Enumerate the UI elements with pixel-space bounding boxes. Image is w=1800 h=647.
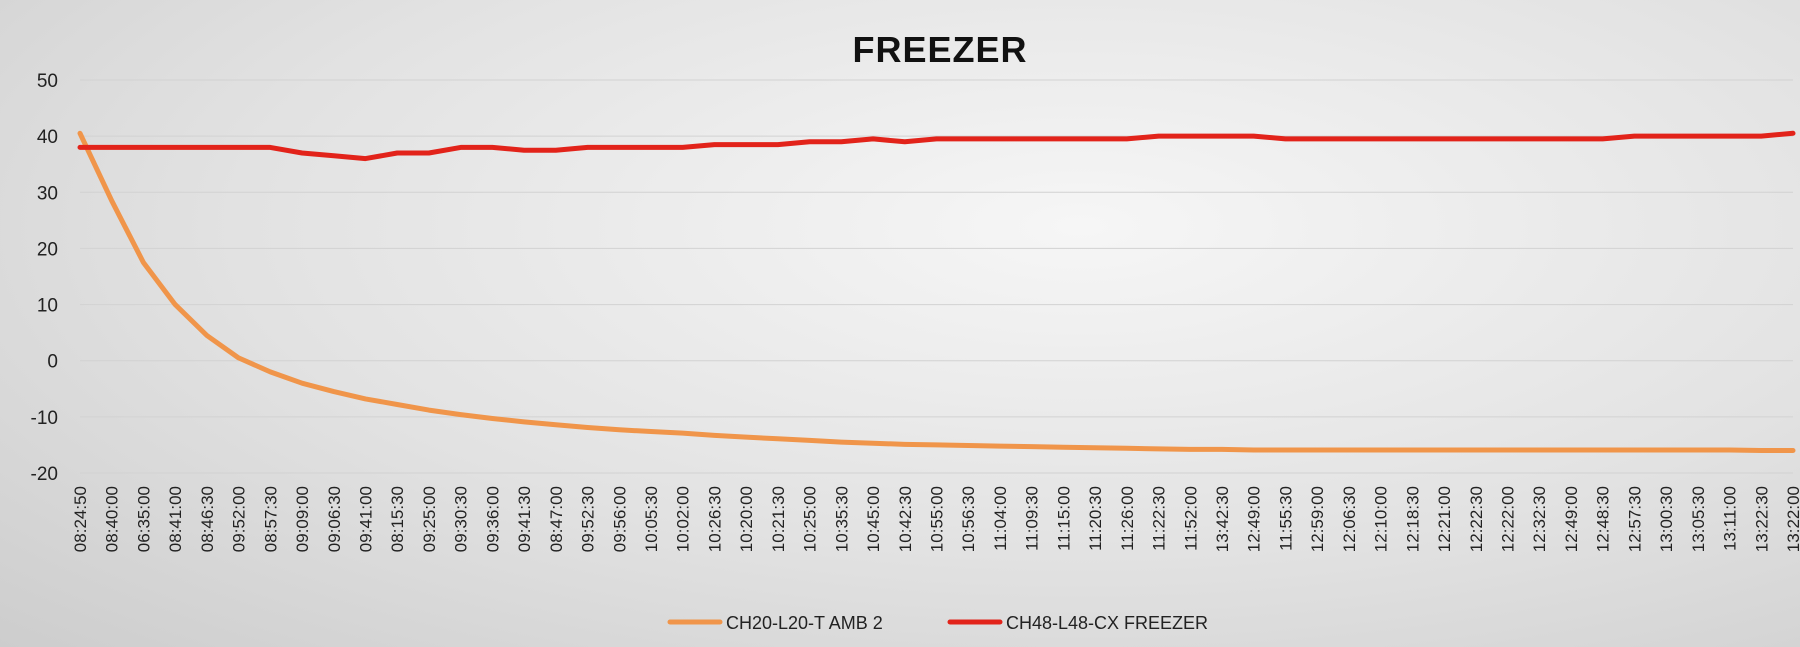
x-axis-ticks: 08:24:50 08:40:00 06:35:00 08:41:00 08:46:30… [71, 486, 1800, 552]
x-tick-label: 13:22:00 [1784, 486, 1800, 552]
x-tick-label: 10:42:30 [896, 486, 915, 552]
x-tick-label: 10:25:00 [801, 486, 820, 552]
x-tick-label: 12:59:00 [1308, 486, 1327, 552]
x-tick-label: 09:56:00 [610, 486, 629, 552]
legend-label: CH48-L48-CX FREEZER [1006, 613, 1208, 633]
x-tick-label: 12:57:30 [1625, 486, 1644, 552]
y-tick-label: -20 [31, 464, 58, 485]
x-tick-label: 11:55:30 [1276, 486, 1295, 551]
x-tick-label: 11:22:30 [1150, 486, 1169, 551]
x-tick-label: 12:49:00 [1562, 486, 1581, 552]
x-tick-label: 12:10:00 [1372, 486, 1391, 552]
y-tick-label: 20 [37, 239, 58, 260]
y-tick-label: 40 [37, 127, 58, 148]
x-tick-label: 09:30:30 [452, 486, 471, 552]
x-tick-label: 08:47:00 [547, 486, 566, 552]
series-line-1 [77, 130, 1796, 453]
x-tick-label: 12:21:00 [1435, 486, 1454, 552]
x-tick-label: 10:02:00 [674, 486, 693, 552]
x-tick-label: 09:25:00 [420, 486, 439, 552]
x-tick-label: 09:36:00 [483, 486, 502, 552]
x-tick-label: 12:22:30 [1467, 486, 1486, 552]
x-tick-label: 10:26:30 [705, 486, 724, 552]
y-tick-label: -10 [31, 408, 58, 429]
series-line-2 [77, 130, 1796, 162]
x-tick-label: 11:15:00 [1054, 486, 1073, 551]
x-tick-label: 12:18:30 [1403, 486, 1422, 552]
x-tick-label: 10:45:00 [864, 486, 883, 552]
x-tick-label: 13:22:30 [1752, 486, 1771, 552]
chart-title: FREEZER [852, 29, 1027, 70]
x-tick-label: 10:05:30 [642, 486, 661, 552]
x-tick-label: 09:41:30 [515, 486, 534, 552]
x-tick-label: 10:55:00 [928, 486, 947, 552]
x-tick-label: 10:21:30 [769, 486, 788, 552]
x-tick-label: 09:41:00 [357, 486, 376, 552]
x-tick-label: 11:26:00 [1118, 486, 1137, 551]
series-layer [77, 130, 1796, 453]
x-tick-label: 10:20:00 [737, 486, 756, 552]
grid-layer [80, 79, 1793, 474]
y-tick-label: 10 [37, 296, 58, 317]
x-tick-label: 12:32:30 [1530, 486, 1549, 552]
x-tick-label: 11:52:00 [1181, 486, 1200, 551]
x-tick-label: 06:35:00 [134, 486, 153, 552]
y-axis-ticks: 50 40 30 20 10 0 -10 -20 [31, 71, 58, 485]
x-tick-label: 13:42:30 [1213, 486, 1232, 552]
x-tick-label: 09:52:30 [579, 486, 598, 552]
x-tick-label: 12:22:00 [1499, 486, 1518, 552]
x-tick-label: 08:24:50 [71, 486, 90, 552]
y-tick-label: 0 [47, 352, 58, 373]
y-tick-label: 30 [37, 183, 58, 204]
x-tick-label: 10:35:30 [832, 486, 851, 552]
legend: CH20-L20-T AMB 2 CH48-L48-CX FREEZER [667, 613, 1208, 633]
x-tick-label: 08:46:30 [198, 486, 217, 552]
x-tick-label: 11:04:00 [991, 486, 1010, 551]
x-tick-label: 10:56:30 [959, 486, 978, 552]
x-tick-label: 12:06:30 [1340, 486, 1359, 552]
legend-label: CH20-L20-T AMB 2 [726, 613, 883, 633]
x-tick-label: 08:40:00 [103, 486, 122, 552]
x-tick-label: 13:11:00 [1721, 486, 1740, 551]
x-tick-label: 09:09:00 [293, 486, 312, 552]
x-tick-label: 08:57:30 [261, 486, 280, 552]
x-tick-label: 12:49:00 [1245, 486, 1264, 552]
x-tick-label: 11:20:30 [1086, 486, 1105, 551]
x-tick-label: 11:09:30 [1023, 486, 1042, 551]
x-tick-label: 08:41:00 [166, 486, 185, 552]
y-tick-label: 50 [37, 71, 58, 92]
x-tick-label: 08:15:30 [388, 486, 407, 552]
x-tick-label: 09:52:00 [230, 486, 249, 552]
x-tick-label: 13:00:30 [1657, 486, 1676, 552]
x-tick-label: 12:48:30 [1594, 486, 1613, 552]
x-tick-label: 13:05:30 [1689, 486, 1708, 552]
x-tick-label: 09:06:30 [325, 486, 344, 552]
